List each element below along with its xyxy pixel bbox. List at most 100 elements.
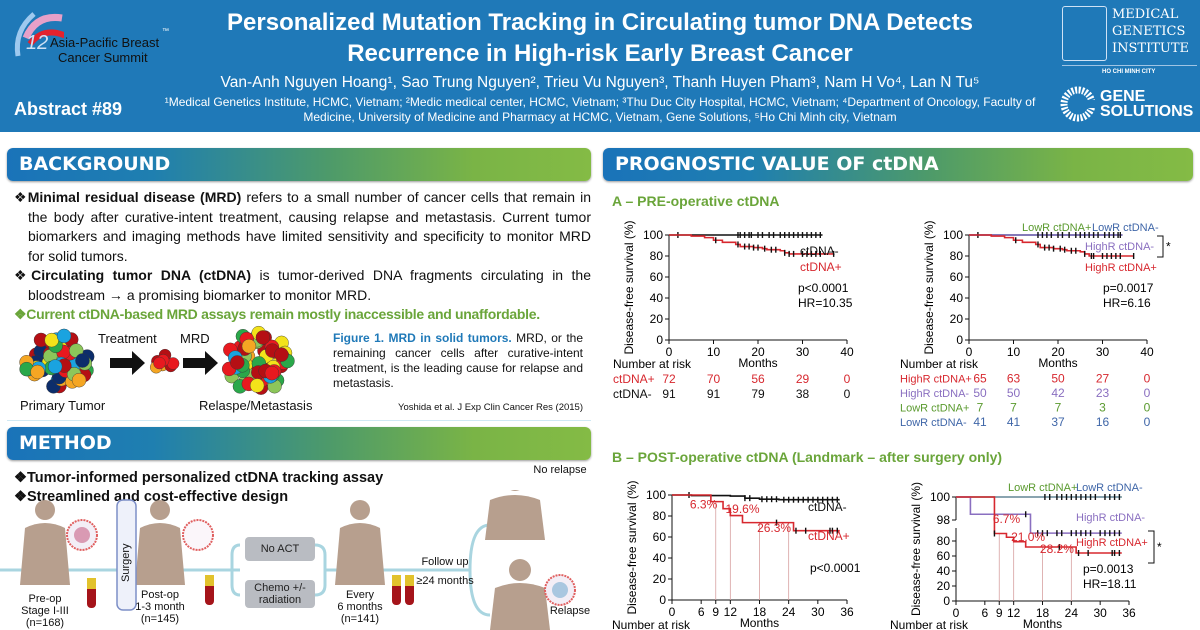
- bullet3-text: Current ctDNA-based MRD assays remain mo…: [26, 306, 537, 322]
- logo-tm: ™: [162, 28, 169, 35]
- risk-value: 0: [844, 387, 851, 401]
- x-axis-label: Months: [1038, 356, 1077, 370]
- method-bullet-1: ❖Tumor-informed personalized ctDNA track…: [14, 470, 383, 486]
- logo-line1: Asia-Pacific Breast: [50, 35, 160, 50]
- risk-value: 37: [1051, 415, 1065, 429]
- method-heading: METHOD: [7, 427, 591, 460]
- tumor-cell: [71, 372, 87, 388]
- y-tick-label: 0: [956, 333, 963, 347]
- mgi-logo: MEDICAL GENETICS INSTITUTE HO CHI MINH C…: [1062, 6, 1197, 78]
- risk-value: 0: [844, 372, 851, 386]
- y-axis-label: Disease-free survival (%): [622, 220, 636, 354]
- apbcs-logo: 12 Asia-Pacific Breast ™ Cancer Summit: [4, 6, 169, 66]
- risk-value: 0: [1144, 401, 1151, 415]
- mgi-line3: INSTITUTE: [1112, 41, 1190, 56]
- tumor-cell: [47, 359, 63, 374]
- relapse-tumor-image: [221, 325, 295, 395]
- bullet1-bold: Minimal residual disease (MRD): [27, 189, 242, 205]
- method-bullet-2: ❖Streamlined and cost-effective design: [14, 489, 288, 505]
- risk-value: 56: [751, 372, 765, 386]
- treatment-label: Treatment: [98, 331, 157, 346]
- risk-value: 7: [977, 401, 984, 415]
- primary-tumor-label: Primary Tumor: [20, 398, 106, 413]
- caption-text: MRD, or the remaining cancer cells after…: [333, 331, 584, 390]
- y-tick-label: 98: [937, 513, 951, 527]
- x-tick-label: 24: [1065, 606, 1079, 620]
- gene-solutions-logo: GENE SOLUTIONS: [1060, 86, 1200, 122]
- relapse-label: Relapse: [549, 605, 591, 617]
- legend-label: LowR ctDNA+: [1008, 482, 1077, 494]
- figure-citation: Yoshida et al. J Exp Clin Cancer Res (20…: [398, 402, 583, 413]
- legend-label: ctDNA-: [800, 244, 839, 258]
- gene-solutions-burst-icon: [1060, 86, 1096, 122]
- tumor-cell: [44, 332, 59, 348]
- tumor-cell: [153, 356, 166, 370]
- bullet-icon: ❖: [14, 489, 27, 505]
- x-tick-label: 20: [1051, 345, 1065, 359]
- y-tick-label: 80: [937, 534, 951, 548]
- poster-title: Personalized Mutation Tracking in Circul…: [150, 7, 1050, 69]
- y-tick-label: 20: [937, 579, 951, 593]
- title-line-1: Personalized Mutation Tracking in Circul…: [227, 9, 973, 36]
- event-rate-label: 26.3%: [757, 521, 791, 535]
- background-text: ❖Minimal residual disease (MRD) refers t…: [14, 188, 591, 325]
- mrd-arrow-icon: [183, 351, 218, 375]
- gs-line1: GENE: [1100, 88, 1146, 105]
- x-axis-label: Months: [1023, 617, 1062, 630]
- risk-value: 50: [973, 386, 987, 400]
- km-curve-highr-ctdna-: [956, 496, 1122, 554]
- stat-label: HR=6.16: [1103, 296, 1151, 310]
- background-heading: BACKGROUND: [7, 148, 591, 181]
- km-curve-highr-ctdna-: [969, 234, 1134, 257]
- legend-label: HighR ctDNA+: [1076, 537, 1148, 549]
- risk-value: 7: [1055, 401, 1062, 415]
- risk-value: 50: [1051, 372, 1065, 386]
- significance-bracket: [1157, 235, 1164, 258]
- affiliations: ¹Medical Genetics Institute, HCMC, Vietn…: [164, 95, 1036, 124]
- risk-value: 41: [1007, 415, 1021, 429]
- background-bullet-1: ❖Minimal residual disease (MRD) refers t…: [14, 188, 591, 266]
- significance-star: *: [1157, 540, 1162, 554]
- x-tick-label: 0: [953, 606, 960, 620]
- stat-label: HR=18.11: [1083, 577, 1137, 591]
- method-bullet1-text: Tumor-informed personalized ctDNA tracki…: [27, 470, 384, 486]
- every-6-months-label: Every 6 months (n=141): [337, 589, 383, 625]
- no-act-box: No ACT: [245, 537, 315, 561]
- tumor-cell: [230, 355, 245, 370]
- x-tick-label: 0: [966, 345, 973, 359]
- x-tick-label: 12: [724, 605, 738, 619]
- y-axis-label: Disease-free survival (%): [625, 480, 639, 614]
- y-tick-label: 0: [659, 593, 666, 607]
- y-tick-label: 80: [950, 249, 964, 263]
- subheading-a: A – PRE-operative ctDNA: [612, 193, 780, 209]
- preop-patient-icon: [20, 500, 70, 585]
- tumor-cell: [30, 364, 45, 380]
- risk-row-label: HighR ctDNA-: [900, 388, 969, 400]
- subheading-b: B – POST-operative ctDNA (Landmark – aft…: [612, 449, 1003, 465]
- x-tick-label: 20: [751, 345, 765, 359]
- x-tick-label: 18: [1036, 606, 1050, 620]
- y-tick-label: 60: [937, 549, 951, 563]
- legend-label: HighR ctDNA+: [1085, 262, 1157, 274]
- x-tick-label: 30: [1096, 345, 1110, 359]
- gs-text: GENE SOLUTIONS: [1100, 88, 1193, 120]
- y-tick-label: 0: [943, 594, 950, 608]
- km-curve-ctdna-: [669, 234, 834, 255]
- y-axis-label: Disease-free survival (%): [909, 482, 923, 616]
- y-tick-label: 60: [950, 270, 964, 284]
- stat-label: p<0.0001: [798, 281, 849, 295]
- primary-tumor-image: [19, 328, 95, 394]
- x-tick-label: 40: [840, 345, 854, 359]
- tumor-cell: [249, 378, 265, 393]
- y-tick-label: 80: [650, 249, 664, 263]
- stat-label: HR=10.35: [798, 296, 853, 310]
- risk-table-title: Number at risk: [900, 357, 979, 371]
- postop-patient-icon: [135, 500, 185, 585]
- y-tick-label: 60: [653, 530, 667, 544]
- significance-bracket: [1148, 530, 1155, 564]
- tumor-cell: [255, 330, 271, 345]
- x-tick-label: 0: [669, 605, 676, 619]
- legend-label: LowR ctDNA-: [1076, 482, 1143, 494]
- relapse-patient-icon: [490, 559, 550, 630]
- x-tick-label: 30: [811, 605, 825, 619]
